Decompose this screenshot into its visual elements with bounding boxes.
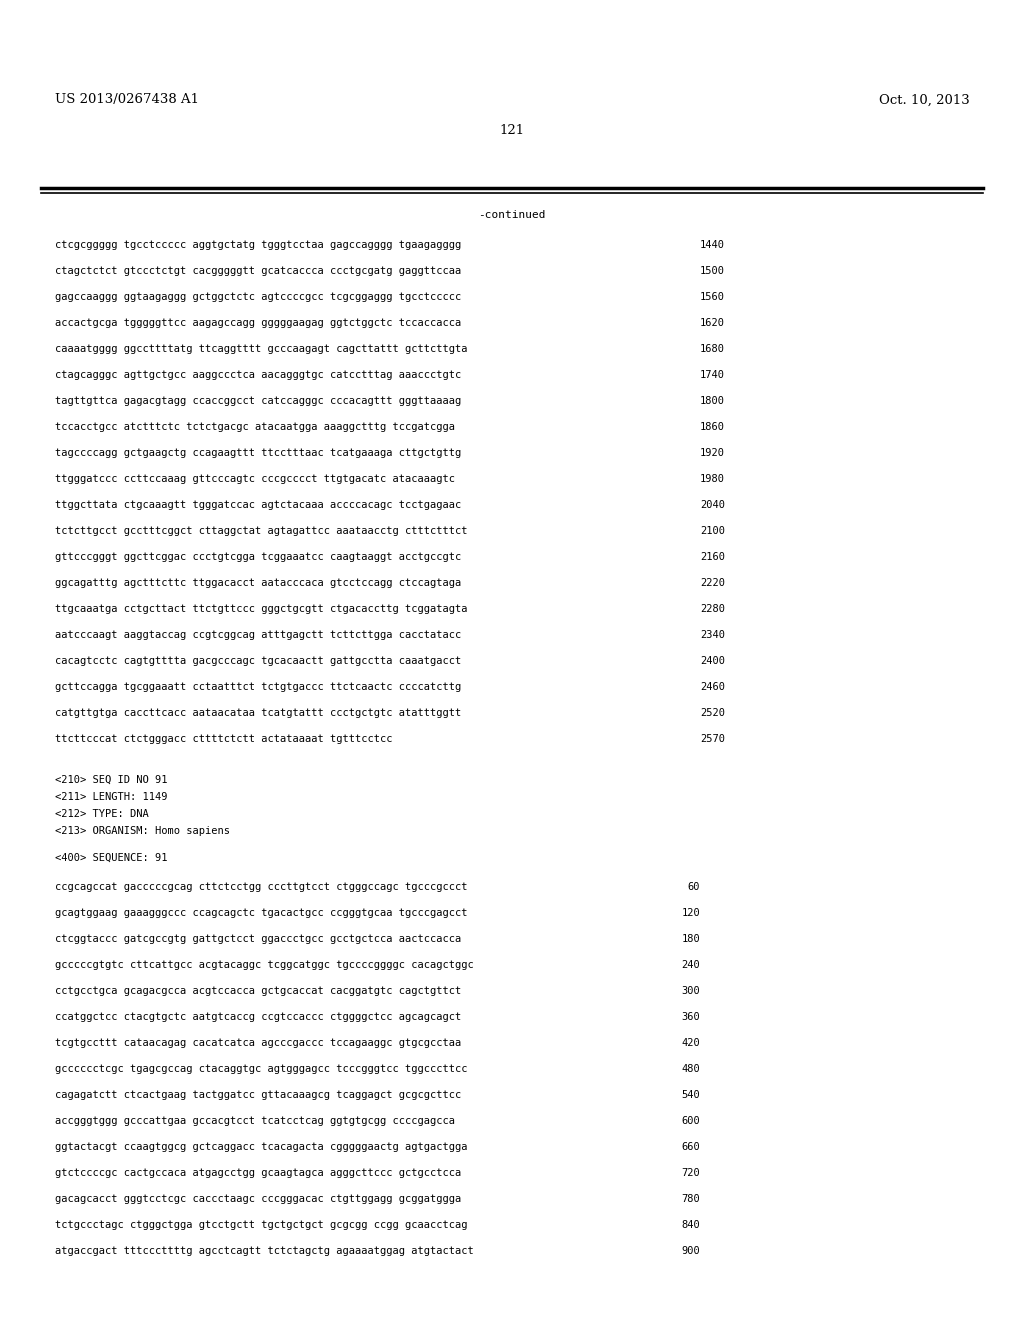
Text: 1800: 1800 xyxy=(700,396,725,407)
Text: 2340: 2340 xyxy=(700,630,725,640)
Text: <400> SEQUENCE: 91: <400> SEQUENCE: 91 xyxy=(55,853,168,863)
Text: gcccccgtgtc cttcattgcc acgtacaggc tcggcatggc tgccccggggc cacagctggc: gcccccgtgtc cttcattgcc acgtacaggc tcggca… xyxy=(55,960,474,970)
Text: accgggtggg gcccattgaa gccacgtcct tcatcctcag ggtgtgcgg ccccgagcca: accgggtggg gcccattgaa gccacgtcct tcatcct… xyxy=(55,1117,455,1126)
Text: 2220: 2220 xyxy=(700,578,725,587)
Text: 780: 780 xyxy=(681,1195,700,1204)
Text: aatcccaagt aaggtaccag ccgtcggcag atttgagctt tcttcttgga cacctatacc: aatcccaagt aaggtaccag ccgtcggcag atttgag… xyxy=(55,630,461,640)
Text: 1500: 1500 xyxy=(700,267,725,276)
Text: ttgcaaatga cctgcttact ttctgttccc gggctgcgtt ctgacaccttg tcggatagta: ttgcaaatga cctgcttact ttctgttccc gggctgc… xyxy=(55,605,468,614)
Text: ggcagatttg agctttcttc ttggacacct aatacccaca gtcctccagg ctccagtaga: ggcagatttg agctttcttc ttggacacct aataccc… xyxy=(55,578,461,587)
Text: 1620: 1620 xyxy=(700,318,725,327)
Text: <210> SEQ ID NO 91: <210> SEQ ID NO 91 xyxy=(55,775,168,785)
Text: 2400: 2400 xyxy=(700,656,725,667)
Text: 1920: 1920 xyxy=(700,447,725,458)
Text: tccacctgcc atctttctc tctctgacgc atacaatgga aaaggctttg tccgatcgga: tccacctgcc atctttctc tctctgacgc atacaatg… xyxy=(55,422,455,432)
Text: 900: 900 xyxy=(681,1246,700,1257)
Text: 121: 121 xyxy=(500,124,524,136)
Text: gcccccctcgc tgagcgccag ctacaggtgc agtgggagcc tcccgggtcc tggcccttcc: gcccccctcgc tgagcgccag ctacaggtgc agtggg… xyxy=(55,1064,468,1074)
Text: ccgcagccat gacccccgcag cttctcctgg cccttgtcct ctgggccagc tgcccgccct: ccgcagccat gacccccgcag cttctcctgg cccttg… xyxy=(55,882,468,892)
Text: ccatggctcc ctacgtgctc aatgtcaccg ccgtccaccc ctggggctcc agcagcagct: ccatggctcc ctacgtgctc aatgtcaccg ccgtcca… xyxy=(55,1012,461,1022)
Text: catgttgtga caccttcacc aataacataa tcatgtattt ccctgctgtc atatttggtt: catgttgtga caccttcacc aataacataa tcatgta… xyxy=(55,708,461,718)
Text: ctcggtaccc gatcgccgtg gattgctcct ggaccctgcc gcctgctcca aactccacca: ctcggtaccc gatcgccgtg gattgctcct ggaccct… xyxy=(55,935,461,944)
Text: tctgccctagc ctgggctgga gtcctgctt tgctgctgct gcgcgg ccgg gcaacctcag: tctgccctagc ctgggctgga gtcctgctt tgctgct… xyxy=(55,1220,468,1230)
Text: 120: 120 xyxy=(681,908,700,919)
Text: gacagcacct gggtcctcgc caccctaagc cccgggacac ctgttggagg gcggatggga: gacagcacct gggtcctcgc caccctaagc cccggga… xyxy=(55,1195,461,1204)
Text: tcgtgccttt cataacagag cacatcatca agcccgaccc tccagaaggc gtgcgcctaa: tcgtgccttt cataacagag cacatcatca agcccga… xyxy=(55,1039,461,1048)
Text: ctcgcggggg tgcctccccc aggtgctatg tgggtcctaa gagccagggg tgaagagggg: ctcgcggggg tgcctccccc aggtgctatg tgggtcc… xyxy=(55,240,461,249)
Text: ggtactacgt ccaagtggcg gctcaggacc tcacagacta cgggggaactg agtgactgga: ggtactacgt ccaagtggcg gctcaggacc tcacaga… xyxy=(55,1142,468,1152)
Text: 240: 240 xyxy=(681,960,700,970)
Text: <211> LENGTH: 1149: <211> LENGTH: 1149 xyxy=(55,792,168,803)
Text: 2040: 2040 xyxy=(700,500,725,510)
Text: accactgcga tgggggttcc aagagccagg gggggaagag ggtctggctc tccaccacca: accactgcga tgggggttcc aagagccagg gggggaa… xyxy=(55,318,461,327)
Text: 1560: 1560 xyxy=(700,292,725,302)
Text: 2100: 2100 xyxy=(700,525,725,536)
Text: ctagctctct gtccctctgt cacgggggtt gcatcaccca ccctgcgatg gaggttccaa: ctagctctct gtccctctgt cacgggggtt gcatcac… xyxy=(55,267,461,276)
Text: 840: 840 xyxy=(681,1220,700,1230)
Text: 480: 480 xyxy=(681,1064,700,1074)
Text: 1860: 1860 xyxy=(700,422,725,432)
Text: 180: 180 xyxy=(681,935,700,944)
Text: 660: 660 xyxy=(681,1142,700,1152)
Text: 1740: 1740 xyxy=(700,370,725,380)
Text: tagttgttca gagacgtagg ccaccggcct catccagggc cccacagttt gggttaaaag: tagttgttca gagacgtagg ccaccggcct catccag… xyxy=(55,396,461,407)
Text: <213> ORGANISM: Homo sapiens: <213> ORGANISM: Homo sapiens xyxy=(55,826,230,836)
Text: cagagatctt ctcactgaag tactggatcc gttacaaagcg tcaggagct gcgcgcttcc: cagagatctt ctcactgaag tactggatcc gttacaa… xyxy=(55,1090,461,1100)
Text: gcttccagga tgcggaaatt cctaatttct tctgtgaccc ttctcaactc ccccatcttg: gcttccagga tgcggaaatt cctaatttct tctgtga… xyxy=(55,682,461,692)
Text: 1680: 1680 xyxy=(700,345,725,354)
Text: 1980: 1980 xyxy=(700,474,725,484)
Text: Oct. 10, 2013: Oct. 10, 2013 xyxy=(880,94,970,107)
Text: gagccaaggg ggtaagaggg gctggctctc agtccccgcc tcgcggaggg tgcctccccc: gagccaaggg ggtaagaggg gctggctctc agtcccc… xyxy=(55,292,461,302)
Text: 2520: 2520 xyxy=(700,708,725,718)
Text: tctcttgcct gcctttcggct cttaggctat agtagattcc aaataacctg ctttctttct: tctcttgcct gcctttcggct cttaggctat agtaga… xyxy=(55,525,468,536)
Text: 2160: 2160 xyxy=(700,552,725,562)
Text: cctgcctgca gcagacgcca acgtccacca gctgcaccat cacggatgtc cagctgttct: cctgcctgca gcagacgcca acgtccacca gctgcac… xyxy=(55,986,461,997)
Text: 720: 720 xyxy=(681,1168,700,1179)
Text: ttgggatccc ccttccaaag gttcccagtc cccgcccct ttgtgacatc atacaaagtc: ttgggatccc ccttccaaag gttcccagtc cccgccc… xyxy=(55,474,455,484)
Text: <212> TYPE: DNA: <212> TYPE: DNA xyxy=(55,809,148,818)
Text: 360: 360 xyxy=(681,1012,700,1022)
Text: tagccccagg gctgaagctg ccagaagttt ttcctttaac tcatgaaaga cttgctgttg: tagccccagg gctgaagctg ccagaagttt ttccttt… xyxy=(55,447,461,458)
Text: 420: 420 xyxy=(681,1039,700,1048)
Text: gttcccgggt ggcttcggac ccctgtcgga tcggaaatcc caagtaaggt acctgccgtc: gttcccgggt ggcttcggac ccctgtcgga tcggaaa… xyxy=(55,552,461,562)
Text: 1440: 1440 xyxy=(700,240,725,249)
Text: 2570: 2570 xyxy=(700,734,725,744)
Text: -continued: -continued xyxy=(478,210,546,220)
Text: 2280: 2280 xyxy=(700,605,725,614)
Text: 60: 60 xyxy=(687,882,700,892)
Text: 540: 540 xyxy=(681,1090,700,1100)
Text: cacagtcctc cagtgtttta gacgcccagc tgcacaactt gattgcctta caaatgacct: cacagtcctc cagtgtttta gacgcccagc tgcacaa… xyxy=(55,656,461,667)
Text: caaaatgggg ggccttttatg ttcaggtttt gcccaagagt cagcttattt gcttcttgta: caaaatgggg ggccttttatg ttcaggtttt gcccaa… xyxy=(55,345,468,354)
Text: atgaccgact tttcccttttg agcctcagtt tctctagctg agaaaatggag atgtactact: atgaccgact tttcccttttg agcctcagtt tctcta… xyxy=(55,1246,474,1257)
Text: ttggcttata ctgcaaagtt tgggatccac agtctacaaa accccacagc tcctgagaac: ttggcttata ctgcaaagtt tgggatccac agtctac… xyxy=(55,500,461,510)
Text: gtctccccgc cactgccaca atgagcctgg gcaagtagca agggcttccc gctgcctcca: gtctccccgc cactgccaca atgagcctgg gcaagta… xyxy=(55,1168,461,1179)
Text: 600: 600 xyxy=(681,1117,700,1126)
Text: gcagtggaag gaaagggccc ccagcagctc tgacactgcc ccgggtgcaa tgcccgagcct: gcagtggaag gaaagggccc ccagcagctc tgacact… xyxy=(55,908,468,919)
Text: 2460: 2460 xyxy=(700,682,725,692)
Text: 300: 300 xyxy=(681,986,700,997)
Text: ctagcagggc agttgctgcc aaggccctca aacagggtgc catcctttag aaaccctgtc: ctagcagggc agttgctgcc aaggccctca aacaggg… xyxy=(55,370,461,380)
Text: ttcttcccat ctctgggacc cttttctctt actataaaat tgtttcctcc: ttcttcccat ctctgggacc cttttctctt actataa… xyxy=(55,734,392,744)
Text: US 2013/0267438 A1: US 2013/0267438 A1 xyxy=(55,94,199,107)
